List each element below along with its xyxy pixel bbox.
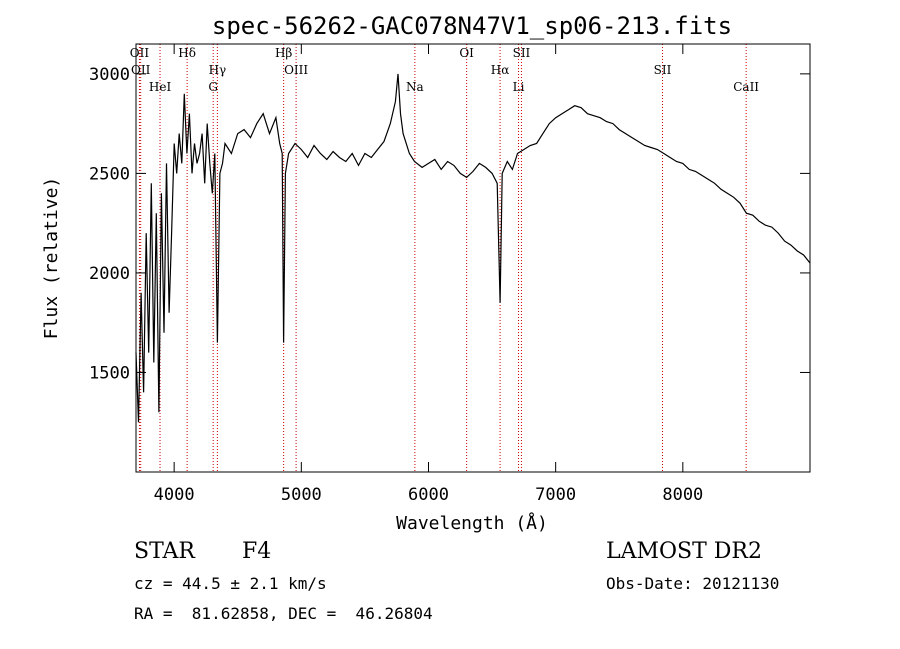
line-marker-label: OIII [284,63,308,77]
object-class: STAR [134,539,195,564]
x-tick-label: 7000 [535,485,576,505]
line-marker-label: OII [131,63,151,77]
line-marker-label: G [208,80,218,94]
x-tick-label: 4000 [154,485,195,505]
line-marker-label: Hδ [178,46,196,60]
line-marker-label: SII [513,46,531,60]
line-marker-label: HeI [149,80,172,94]
chart-title: spec-56262-GAC078N47V1_sp06-213.fits [212,12,732,40]
y-tick-label: 3000 [89,65,130,85]
y-tick-label: 1500 [89,363,130,383]
x-axis-label: Wavelength (Å) [396,512,548,534]
line-marker-label: Li [513,80,525,94]
x-tick-label: 5000 [281,485,322,505]
line-marker-label: OI [459,46,474,60]
coordinates: RA = 81.62858, DEC = 46.26804 [134,604,433,623]
y-tick-label: 2000 [89,264,130,284]
observation-date: Obs-Date: 20121130 [606,574,780,593]
plot-area-border [135,43,811,473]
line-marker-label: Hα [491,63,510,77]
x-tick-label: 6000 [408,485,449,505]
line-marker-label: CaII [733,80,759,94]
y-tick-label: 2500 [89,164,130,184]
spectrum-line [135,73,811,423]
x-tick-label: 8000 [662,485,703,505]
spectrum-series [135,73,811,423]
line-marker-label: OII [130,46,150,60]
object-subclass: F4 [242,539,272,564]
survey-name: LAMOST DR2 [606,539,762,564]
y-axis-label: Flux (relative) [41,177,62,340]
axis-ticks: 4000 5000 6000 7000 8000 1500 2000 2500 3000 [89,44,810,505]
line-marker-label: Hγ [209,63,227,77]
line-marker-label: Na [406,80,424,94]
line-marker-label: Hβ [275,46,292,60]
plot-frame [135,43,811,473]
line-marker-label: SII [654,63,672,77]
redshift-velocity: cz = 44.5 ± 2.1 km/s [134,574,327,593]
